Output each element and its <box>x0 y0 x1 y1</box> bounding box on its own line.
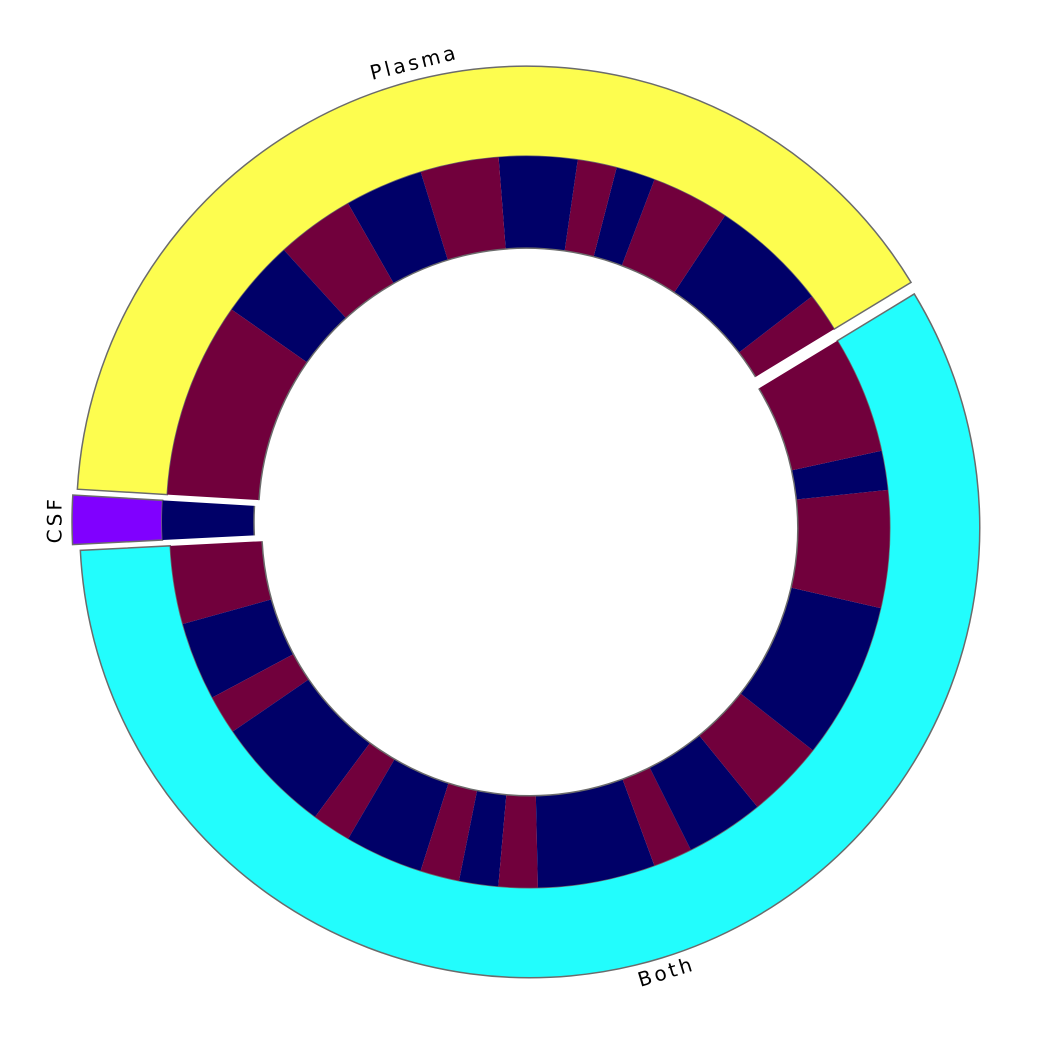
inner-wedge <box>182 599 294 698</box>
inner-wedge <box>738 296 835 377</box>
inner-edge <box>258 247 757 501</box>
inner-wedge <box>348 759 449 871</box>
inner-wedge <box>622 767 691 866</box>
inner-wedge <box>212 654 309 732</box>
inner-wedge <box>420 783 478 881</box>
inner-wedge <box>791 450 888 500</box>
inner-edge <box>261 388 799 797</box>
inner-wedge <box>284 203 394 319</box>
segment-label: CSF <box>42 496 66 543</box>
inner-wedge <box>162 500 255 541</box>
inner-wedge <box>674 215 812 353</box>
inner-wedge <box>498 156 578 251</box>
inner-wedge <box>315 742 395 839</box>
inner-wedge <box>790 489 890 609</box>
inner-wedge <box>621 179 725 293</box>
inner-wedge <box>535 779 655 888</box>
outer-wedge <box>71 494 164 546</box>
inner-wedge <box>459 790 507 887</box>
inner-wedge <box>420 157 506 261</box>
inner-wedge <box>348 172 448 284</box>
inner-wedge <box>231 250 347 363</box>
inner-wedge <box>649 735 758 850</box>
inner-wedge <box>758 340 882 471</box>
inner-wedge <box>699 693 813 807</box>
inner-wedge <box>498 794 538 888</box>
inner-wedge <box>740 587 881 751</box>
inner-wedge <box>593 167 655 266</box>
inner-wedge <box>564 159 617 257</box>
inner-wedge <box>167 309 308 501</box>
inner-wedge <box>170 541 272 625</box>
